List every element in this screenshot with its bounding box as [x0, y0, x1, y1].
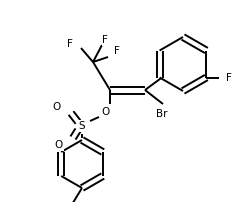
- Text: F: F: [114, 46, 120, 56]
- Text: S: S: [79, 121, 85, 131]
- Text: Br: Br: [156, 109, 168, 119]
- Text: O: O: [53, 102, 61, 112]
- Text: O: O: [55, 140, 63, 150]
- Text: F: F: [102, 35, 108, 45]
- Text: O: O: [101, 107, 109, 117]
- Text: F: F: [67, 39, 73, 49]
- Text: F: F: [226, 73, 232, 82]
